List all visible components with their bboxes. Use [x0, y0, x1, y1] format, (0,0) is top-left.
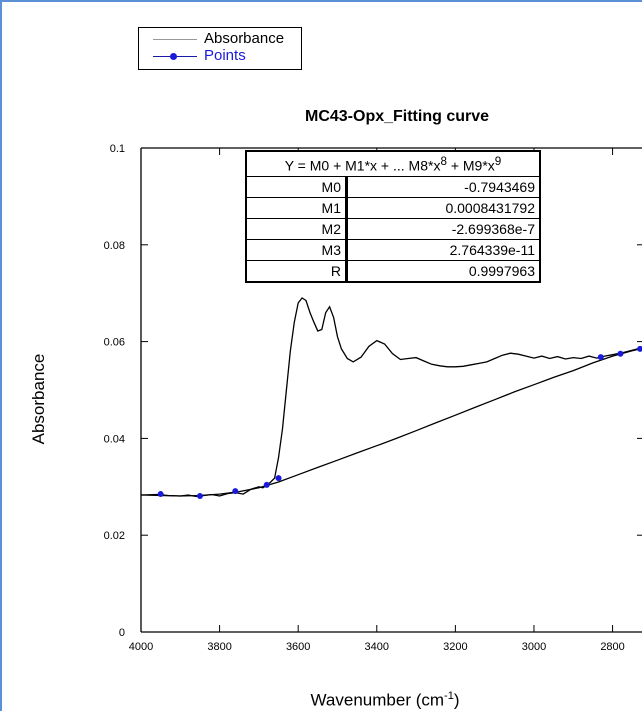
coef-key: M3: [245, 239, 348, 261]
data-point: [263, 481, 270, 488]
x-axis-label: Wavenumber (cm-1): [311, 690, 460, 711]
absorbance-spectrum-line: [140, 297, 642, 498]
chart-title: MC43-Opx_Fitting curve: [304, 108, 490, 125]
data-point: [196, 492, 203, 499]
coef-key: M0: [245, 176, 348, 198]
x-tick-label: 3000: [522, 641, 546, 653]
coef-row: M1 0.0008431792: [245, 197, 541, 219]
y-tick-label: 0.04: [104, 433, 125, 445]
x-tick-label: 3400: [365, 641, 389, 653]
coef-value: 0.0008431792: [346, 197, 541, 219]
coef-key: M1: [245, 197, 348, 219]
coef-value: -0.7943469: [346, 176, 541, 198]
coef-value: 0.9997963: [346, 260, 541, 283]
coef-row: M3 2.764339e-11: [245, 239, 541, 261]
x-axis-label-close: ): [453, 690, 460, 710]
formula-exp-8: 8: [440, 154, 447, 168]
x-tick-label: 4000: [129, 641, 153, 653]
x-tick-label: 3200: [443, 641, 467, 653]
x-tick-label: 2800: [600, 641, 624, 653]
y-tick-label: 0.08: [104, 240, 125, 252]
formula-mid: + M9*x: [446, 157, 495, 174]
y-axis-label: Absorbance: [29, 353, 48, 445]
coef-value: 2.764339e-11: [346, 239, 541, 261]
formula-exp-9: 9: [494, 154, 502, 168]
y-tick-label: 0.1: [110, 143, 125, 155]
x-axis-label-text: Wavenumber (cm: [310, 690, 445, 710]
y-tick-label: 0: [119, 627, 125, 639]
coef-key: M2: [245, 218, 348, 240]
y-tick-label: 0.06: [104, 337, 125, 349]
coef-row: M0 -0.7943469: [245, 176, 541, 198]
data-point: [617, 350, 624, 357]
legend-label-absorbance: Absorbance: [204, 30, 285, 47]
y-tick-label: 0.02: [104, 530, 125, 542]
coef-row: M2 -2.699368e-7: [245, 218, 541, 240]
data-point: [232, 488, 239, 495]
legend-item-points: Points: [139, 48, 301, 64]
coef-header-row: Y = M0 + M1*x + ... M8*x8 + M9*x9: [245, 150, 541, 177]
x-tick-label: 3800: [207, 641, 231, 653]
legend: Absorbance Points: [138, 27, 302, 70]
data-point: [275, 475, 282, 482]
data-point: [637, 345, 642, 352]
legend-label-points: Points: [204, 47, 246, 64]
coef-row: R 0.9997963: [245, 260, 541, 283]
legend-swatch-absorbance: [153, 39, 197, 40]
coefficient-table: Y = M0 + M1*x + ... M8*x8 + M9*x9 M0 -0.…: [245, 150, 541, 283]
fit-curve-line: [140, 347, 642, 497]
legend-marker-points: [170, 53, 177, 60]
coef-formula: Y = M0 + M1*x + ... M8*x8 + M9*x9: [245, 150, 541, 177]
data-point: [157, 491, 164, 498]
formula-text: Y = M0 + M1*x + ... M8*x: [284, 157, 441, 174]
x-tick-label: 3600: [286, 641, 310, 653]
coef-key: R: [245, 260, 348, 283]
legend-item-absorbance: Absorbance: [139, 31, 301, 47]
coef-value: -2.699368e-7: [346, 218, 541, 240]
data-point: [597, 354, 604, 361]
x-axis-label-sup: -1: [444, 690, 454, 702]
